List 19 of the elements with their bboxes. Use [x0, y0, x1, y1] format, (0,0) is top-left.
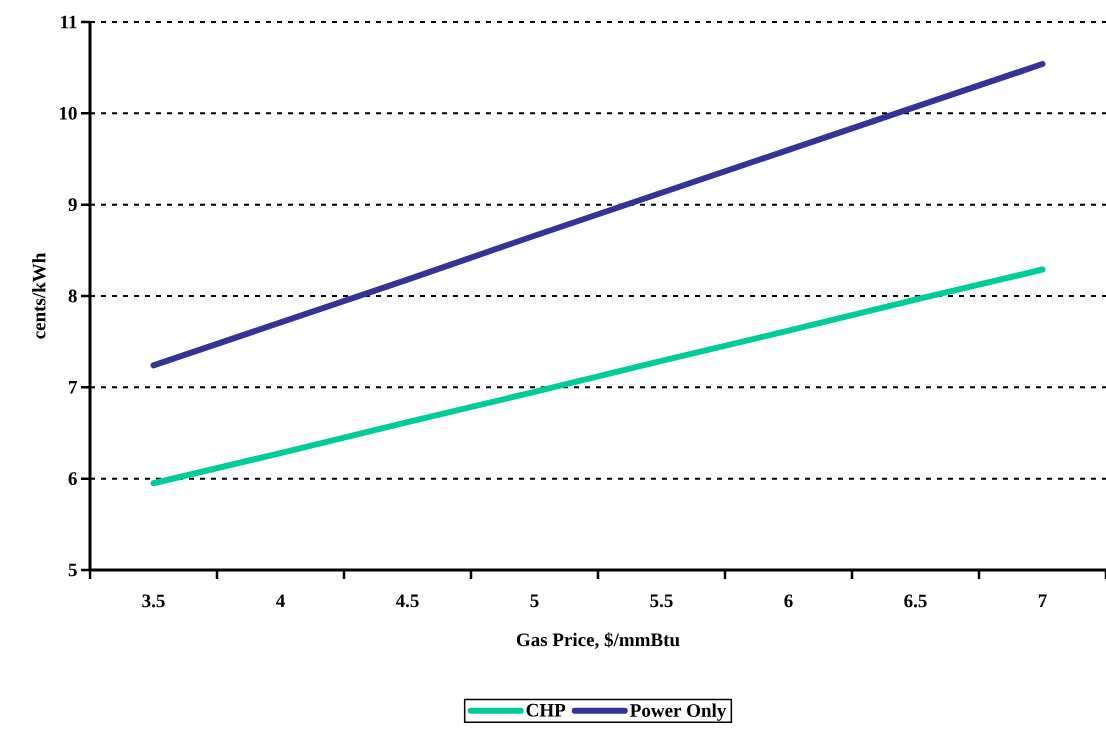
x-tick-label: 4	[276, 594, 285, 608]
y-tick-label: 5	[68, 563, 77, 577]
y-tick-label: 9	[68, 198, 77, 212]
x-axis-title: Gas Price, $/mmBtu	[516, 632, 680, 649]
y-tick-label: 11	[61, 15, 77, 29]
y-tick-label: 7	[69, 381, 77, 394]
x-tick-label: 3.5	[142, 594, 165, 608]
x-tick-label: 5.5	[650, 594, 673, 608]
y-tick-label: 8	[68, 289, 77, 303]
x-tick-label: 7	[1038, 594, 1047, 607]
legend-label: Power Only	[630, 703, 727, 721]
x-tick-label: 4.5	[395, 594, 419, 608]
legend-label: CHP	[526, 703, 566, 717]
y-tick-label: 10	[59, 106, 77, 120]
y-axis-title: cents/kWh	[32, 253, 46, 339]
x-tick-label: 6	[784, 594, 793, 608]
x-tick-label: 5	[530, 594, 539, 608]
y-tick-label: 6	[68, 472, 77, 486]
x-tick-label: 6.5	[904, 594, 927, 608]
